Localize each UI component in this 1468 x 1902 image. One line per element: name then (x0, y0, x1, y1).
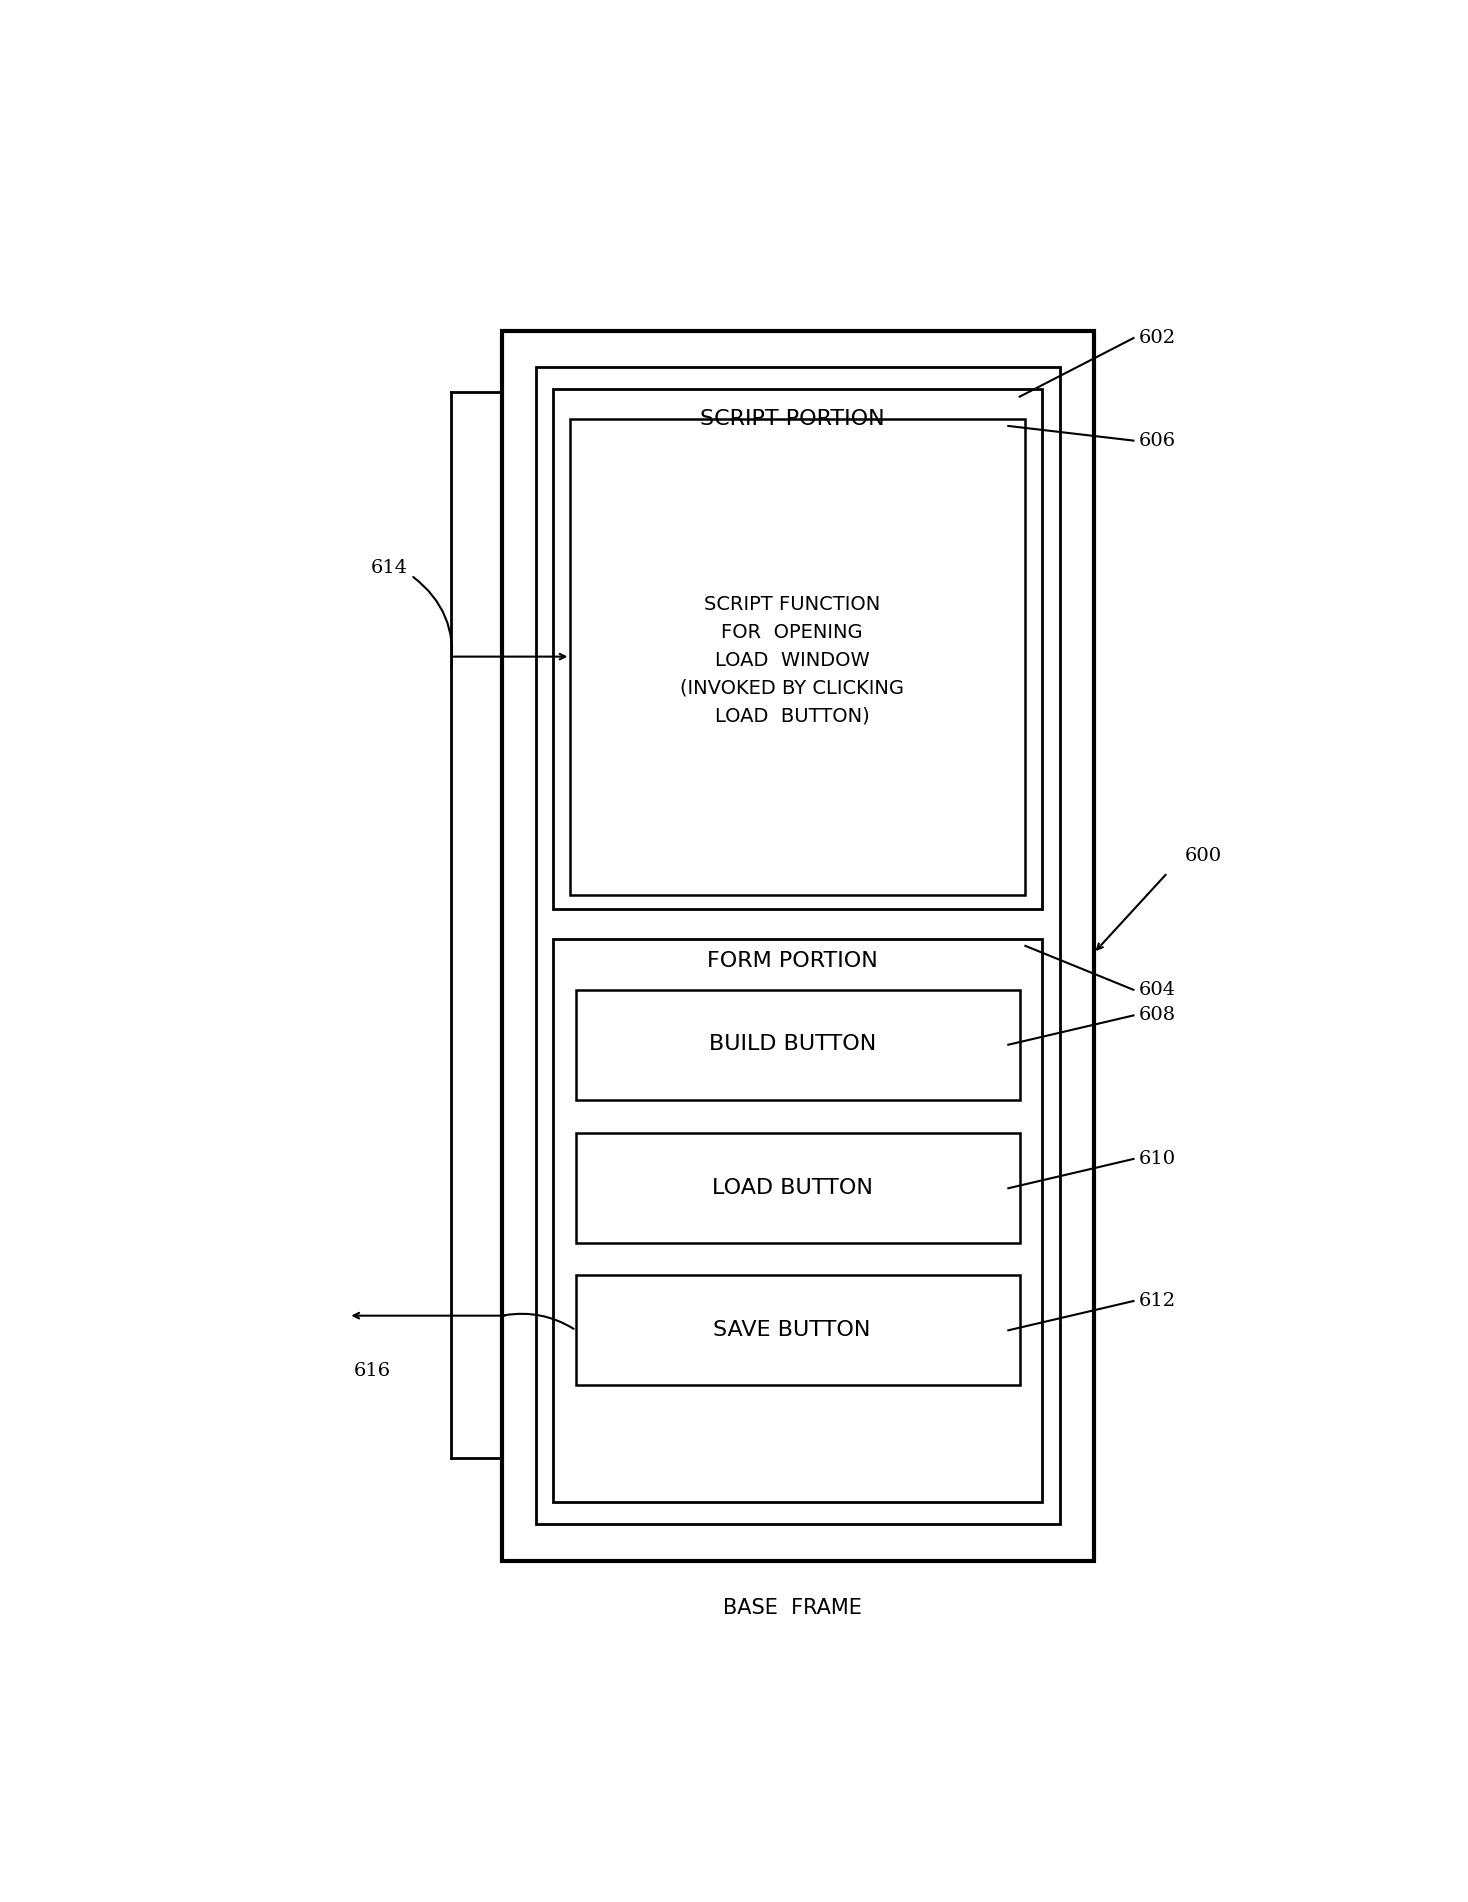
Text: 600: 600 (1185, 846, 1221, 865)
Text: 602: 602 (1139, 329, 1176, 346)
Bar (575, 1134, 1020, 1244)
Text: 606: 606 (1139, 432, 1176, 449)
Bar (536, 367, 1060, 1524)
Text: 614: 614 (371, 559, 408, 576)
Bar (553, 938, 1042, 1503)
Text: 612: 612 (1139, 1291, 1176, 1310)
Bar (575, 1276, 1020, 1385)
Bar (553, 390, 1042, 909)
Text: LOAD BUTTON: LOAD BUTTON (712, 1177, 872, 1198)
Text: 616: 616 (354, 1362, 392, 1381)
Text: 608: 608 (1139, 1006, 1176, 1025)
Bar (575, 989, 1020, 1099)
Text: SCRIPT FUNCTION
FOR  OPENING
LOAD  WINDOW
(INVOKED BY CLICKING
LOAD  BUTTON): SCRIPT FUNCTION FOR OPENING LOAD WINDOW … (680, 595, 904, 727)
Bar (502, 331, 1094, 1562)
Text: 610: 610 (1139, 1151, 1176, 1168)
Text: FORM PORTION: FORM PORTION (706, 951, 878, 970)
Text: 604: 604 (1139, 981, 1176, 999)
Text: SCRIPT PORTION: SCRIPT PORTION (700, 409, 885, 428)
Text: SAVE BUTTON: SAVE BUTTON (713, 1320, 871, 1339)
Text: BASE  FRAME: BASE FRAME (722, 1598, 862, 1619)
Text: BUILD BUTTON: BUILD BUTTON (709, 1035, 876, 1054)
Bar (570, 418, 1025, 894)
